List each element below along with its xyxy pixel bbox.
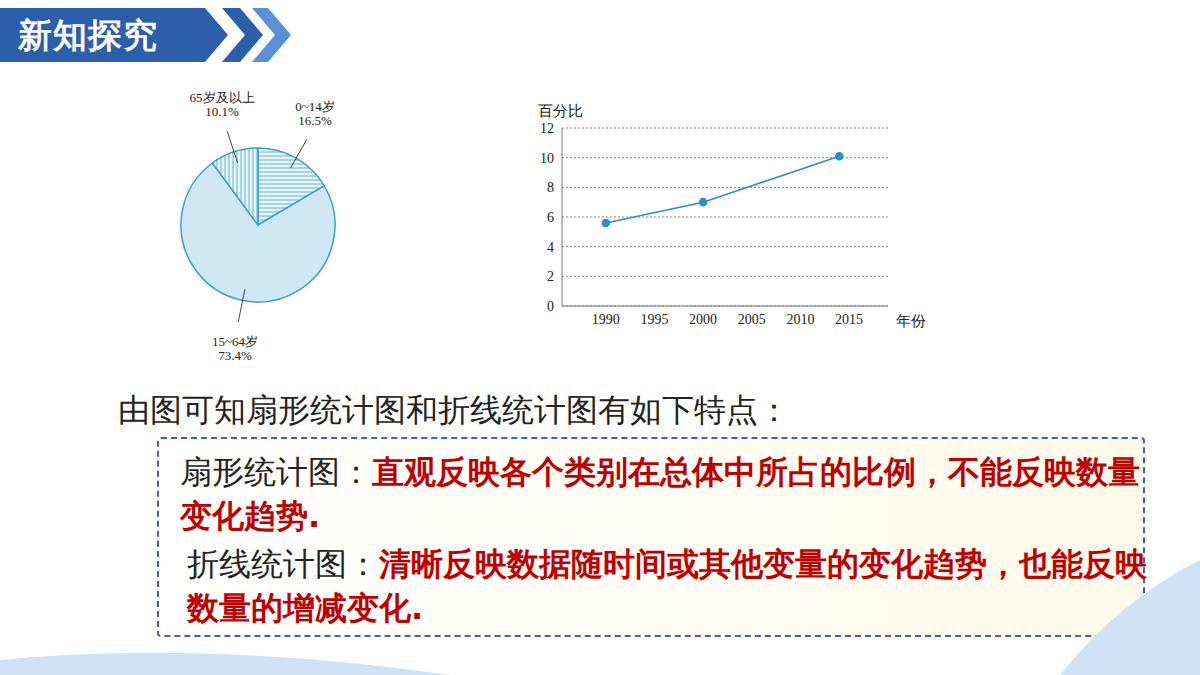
html-text:新知探究: 新知探究 xyxy=(18,15,158,55)
svg-text:6: 6 xyxy=(547,210,554,225)
svg-text:10.1%: 10.1% xyxy=(205,104,239,119)
svg-text:73.4%: 73.4% xyxy=(218,348,252,363)
svg-text:0: 0 xyxy=(547,299,554,314)
html-text:扇形统计图：直观反映各个类别在总体中所占的比例，不能反映数量: 扇形统计图：直观反映各个类别在总体中所占的比例，不能反映数量变化趋势. xyxy=(180,453,1140,535)
svg-text:2005: 2005 xyxy=(738,312,766,327)
svg-text:12: 12 xyxy=(540,121,554,136)
svg-text:1995: 1995 xyxy=(640,312,668,327)
svg-text:百分比: 百分比 xyxy=(538,103,583,119)
svg-text:16.5%: 16.5% xyxy=(298,113,332,128)
svg-text:15~64岁: 15~64岁 xyxy=(212,334,258,349)
svg-text:2015: 2015 xyxy=(835,312,863,327)
svg-text:65岁及以上: 65岁及以上 xyxy=(190,90,255,105)
html-text:由图可知扇形统计图和折线统计图有如下特点：: 由图可知扇形统计图和折线统计图有如下特点： xyxy=(118,391,790,429)
svg-text:4: 4 xyxy=(547,240,554,255)
svg-text:2000: 2000 xyxy=(689,312,717,327)
html-text:折线统计图：清晰反映数据随时间或其他变量的变化趋势，也能反映: 折线统计图：清晰反映数据随时间或其他变量的变化趋势，也能反映数量的增减变化. xyxy=(187,545,1147,627)
svg-text:10: 10 xyxy=(540,151,554,166)
svg-text:0~14岁: 0~14岁 xyxy=(295,99,335,114)
svg-text:2: 2 xyxy=(547,269,554,284)
svg-text:年份: 年份 xyxy=(896,313,926,329)
svg-text:1990: 1990 xyxy=(592,312,620,327)
svg-text:2010: 2010 xyxy=(786,312,814,327)
svg-text:8: 8 xyxy=(547,180,554,195)
